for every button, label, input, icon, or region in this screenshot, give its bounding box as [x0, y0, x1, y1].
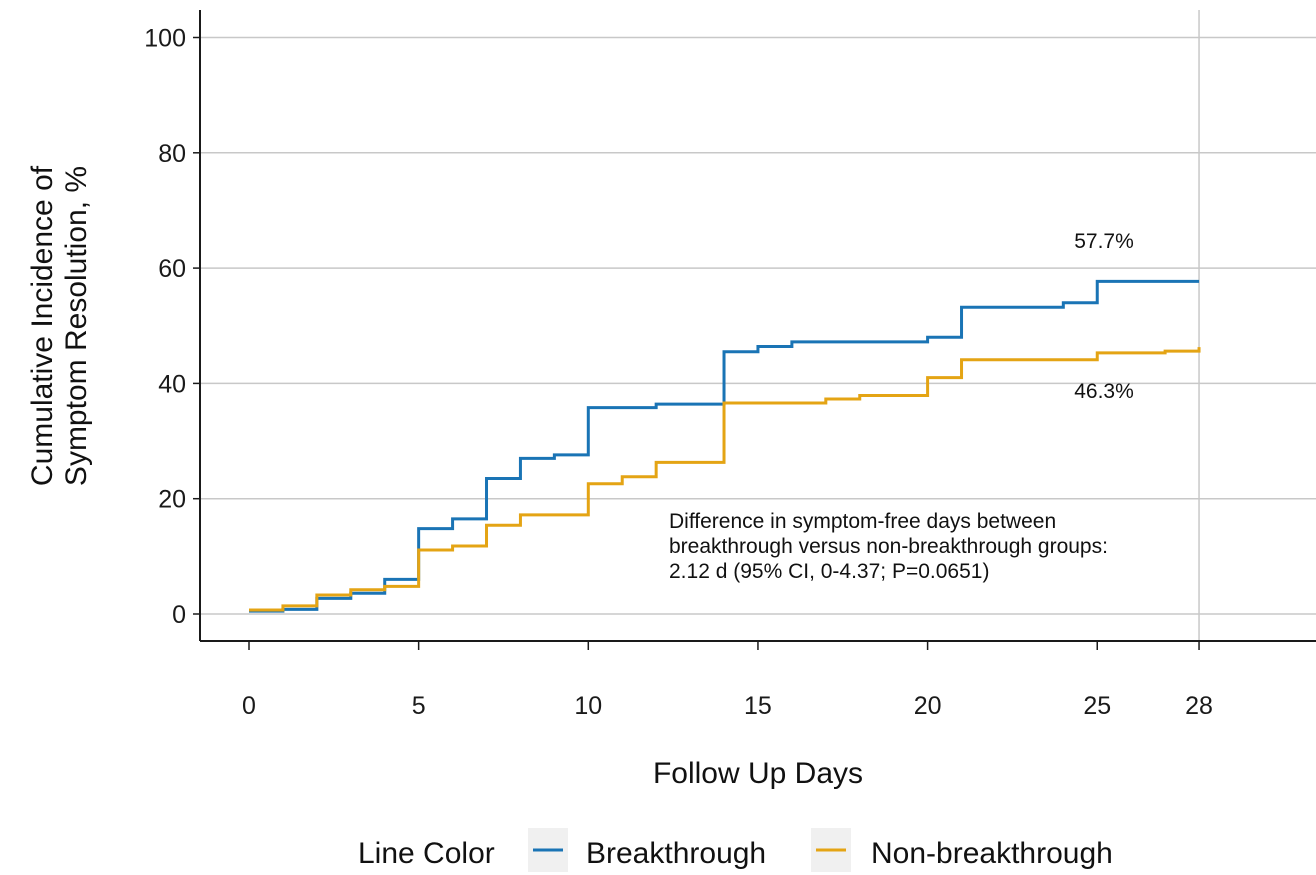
x-tick-label-5: 5 — [412, 692, 426, 720]
y-tick-label-100: 100 — [144, 25, 186, 53]
y-axis-title-line-1: Cumulative Incidence of — [26, 165, 59, 486]
annotation-box: Difference in symptom-free days between … — [669, 510, 1108, 583]
end-label-breakthrough: 57.7% — [1074, 230, 1134, 253]
legend: Line Color Breakthrough Non-breakthrough — [358, 828, 1113, 872]
legend-label-non-breakthrough: Non-breakthrough — [871, 837, 1113, 870]
legend-label-breakthrough: Breakthrough — [586, 837, 766, 870]
gridlines — [200, 10, 1316, 641]
y-axis-title-line-2: Symptom Resolution, % — [60, 166, 93, 486]
legend-title: Line Color — [358, 837, 495, 870]
x-tick-label-15: 15 — [744, 692, 772, 720]
y-tick-label-60: 60 — [158, 255, 186, 283]
axes: 0 20 40 60 80 100 0 5 10 15 20 25 28 — [144, 10, 1316, 720]
x-tick-label-0: 0 — [242, 692, 256, 720]
annotation-line-3: 2.12 d (95% CI, 0-4.37; P=0.0651) — [669, 560, 989, 583]
series-line-breakthrough — [249, 279, 1200, 613]
x-tick-label-28: 28 — [1185, 692, 1213, 720]
annotation-line-1: Difference in symptom-free days between — [669, 510, 1056, 533]
y-tick-label-80: 80 — [158, 140, 186, 168]
end-label-non-breakthrough: 46.3% — [1074, 380, 1134, 403]
x-tick-label-20: 20 — [914, 692, 942, 720]
y-tick-label-20: 20 — [158, 486, 186, 514]
y-axis-title: Cumulative Incidence of Symptom Resoluti… — [26, 165, 93, 486]
series-line-non-breakthrough — [249, 347, 1201, 612]
y-tick-label-0: 0 — [172, 601, 186, 629]
x-axis-title: Follow Up Days — [653, 757, 863, 790]
x-tick-label-10: 10 — [574, 692, 602, 720]
annotation-line-2: breakthrough versus non-breakthrough gro… — [669, 535, 1108, 558]
x-tick-label-25: 25 — [1083, 692, 1111, 720]
y-tick-label-40: 40 — [158, 370, 186, 398]
series-lines — [249, 279, 1201, 613]
